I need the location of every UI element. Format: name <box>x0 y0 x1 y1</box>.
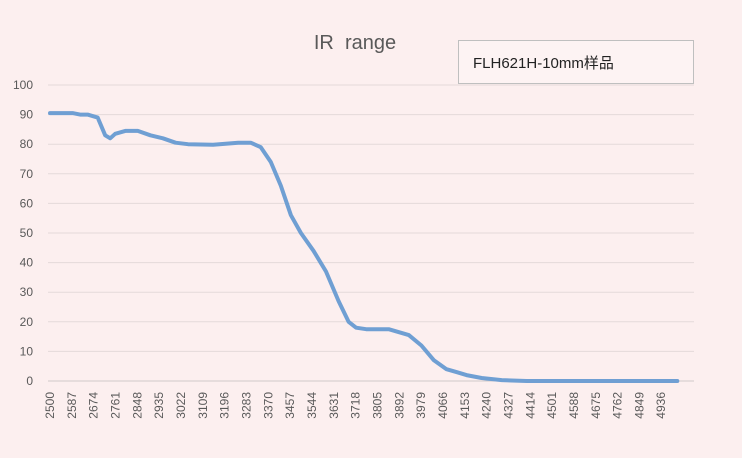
x-tick-label: 4414 <box>523 392 537 419</box>
x-tick-label: 2500 <box>43 392 57 419</box>
x-tick-label: 2935 <box>152 392 166 419</box>
y-tick-label: 80 <box>20 137 34 151</box>
x-tick-label: 3109 <box>196 392 210 419</box>
x-tick-label: 4066 <box>436 392 450 419</box>
x-tick-label: 4675 <box>589 392 603 419</box>
y-tick-label: 60 <box>20 196 34 210</box>
x-tick-label: 4936 <box>654 392 668 419</box>
legend-entry: FLH621H-10mm样品 <box>473 55 614 72</box>
x-tick-label: 3370 <box>261 392 275 419</box>
y-tick-label: 20 <box>20 315 34 329</box>
y-tick-label: 90 <box>20 108 34 122</box>
legend: FLH621H-10mm样品 <box>458 40 694 84</box>
y-tick-label: 30 <box>20 285 34 299</box>
x-tick-label: 3805 <box>370 392 384 419</box>
y-tick-label: 70 <box>20 167 34 181</box>
series-line <box>48 111 680 383</box>
x-tick-label: 3283 <box>239 392 253 419</box>
x-tick-label: 2674 <box>87 392 101 419</box>
x-tick-label: 2761 <box>108 392 122 419</box>
x-tick-label: 2587 <box>65 392 79 419</box>
x-tick-label: 3631 <box>327 392 341 419</box>
x-tick-label: 3457 <box>283 392 297 419</box>
x-tick-label: 4762 <box>611 392 625 419</box>
chart-title: IR range <box>313 32 397 54</box>
y-tick-label: 0 <box>26 374 33 388</box>
y-tick-label: 100 <box>13 78 33 92</box>
x-tick-label: 3718 <box>349 392 363 419</box>
x-tick-label: 4501 <box>545 392 559 419</box>
x-tick-label: 4240 <box>480 392 494 419</box>
x-tick-label: 4153 <box>458 392 472 419</box>
y-tick-label: 40 <box>20 256 34 270</box>
y-tick-label: 10 <box>20 344 34 358</box>
x-tick-label: 4849 <box>632 392 646 419</box>
x-tick-label: 3196 <box>218 392 232 419</box>
x-tick-label: 3022 <box>174 392 188 419</box>
x-tick-label: 2848 <box>130 392 144 419</box>
x-tick-label: 3979 <box>414 392 428 419</box>
x-tick-label: 3544 <box>305 392 319 419</box>
x-tick-label: 3892 <box>392 392 406 419</box>
x-tick-label: 4588 <box>567 392 581 419</box>
x-tick-label: 4327 <box>501 392 515 419</box>
y-tick-label: 50 <box>20 226 34 240</box>
